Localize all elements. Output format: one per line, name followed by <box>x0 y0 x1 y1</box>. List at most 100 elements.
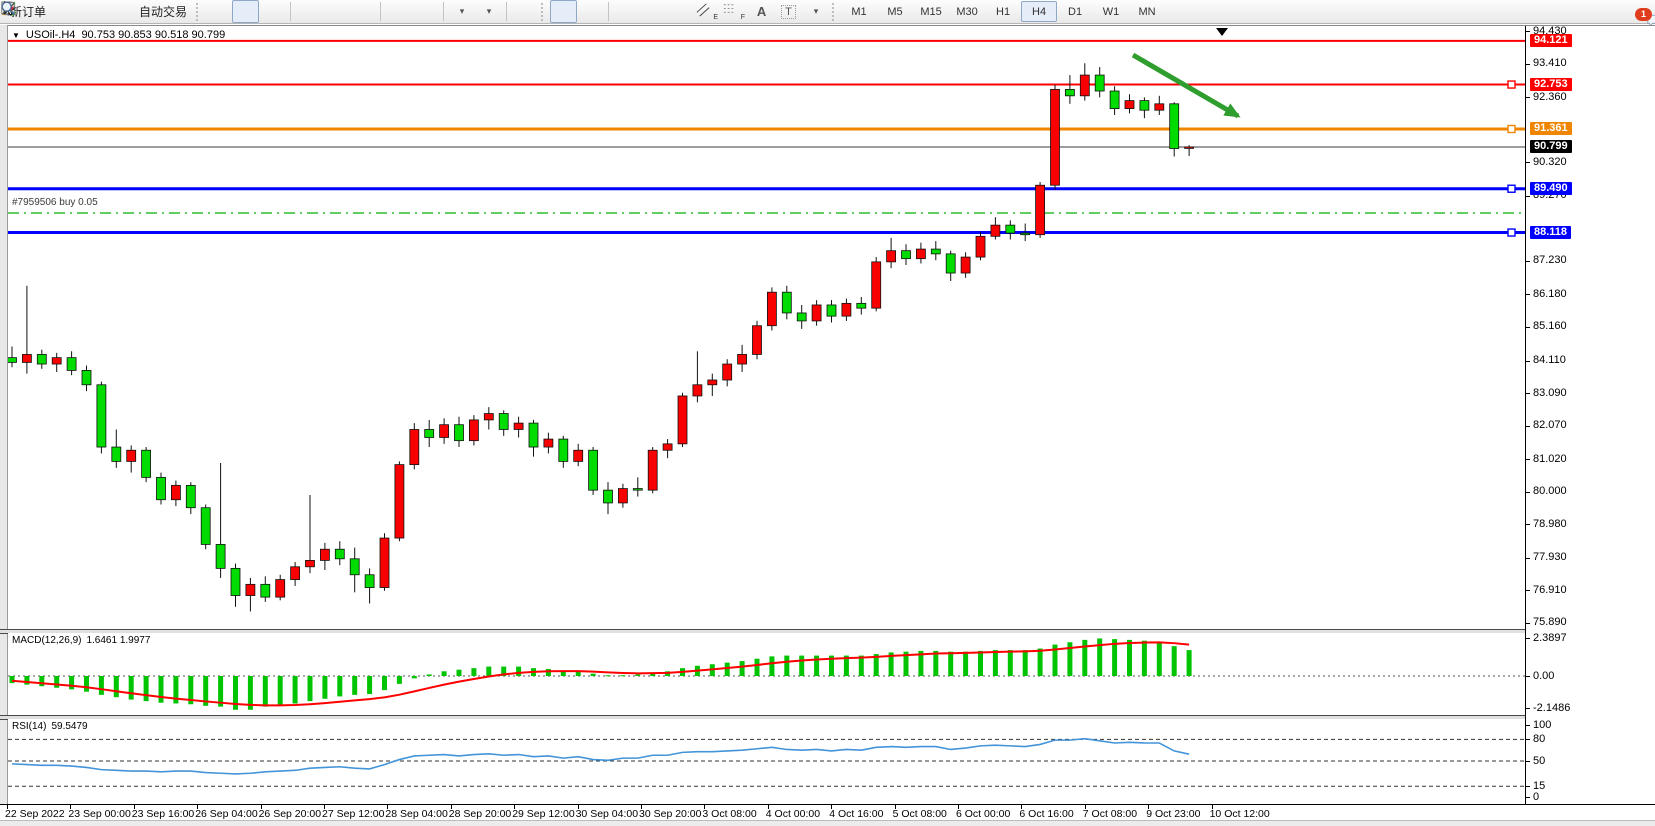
price-tick <box>1526 195 1530 197</box>
time-axis[interactable]: 22 Sep 2022 23 Sep 00:00 23 Sep 16:00 26 Se… <box>0 805 1655 820</box>
chart-frame-border <box>0 25 1655 26</box>
time-tick <box>577 805 579 809</box>
time-tick <box>514 805 516 809</box>
price-tick <box>1526 97 1530 99</box>
price-level-tag: 94.121 <box>1530 34 1572 48</box>
time-tick-label: 30 Sep 04:00 <box>575 808 639 820</box>
arrows-caret-icon[interactable]: ▾ <box>813 6 819 16</box>
rsi-tick <box>1526 786 1530 787</box>
time-tick-label: 5 Oct 08:00 <box>892 808 947 820</box>
cursor-button[interactable] <box>4 0 578 23</box>
timeframe-mn[interactable]: MN <box>1138 5 1156 18</box>
horizontal-line-tool-button[interactable] <box>1 0 667 23</box>
price-tick-label: 81.020 <box>1533 452 1567 465</box>
time-tick <box>70 805 72 809</box>
time-tick <box>767 805 769 809</box>
add-indicator-button[interactable]: ▾ <box>1 0 475 23</box>
price-tick <box>1526 31 1530 32</box>
trendline-tool-button[interactable] <box>2 0 694 23</box>
tile-windows-button[interactable] <box>1 0 376 23</box>
price-axis[interactable]: 94.430 93.410 92.360 90.320 89.270 87.230 86.1… <box>1526 24 1655 804</box>
open-position-label: #7959506 buy 0.05 <box>12 197 98 208</box>
rsi-pane[interactable]: RSI(14) 59.5479 <box>8 719 1525 803</box>
rsi-tick-label: 0 <box>1533 790 1540 803</box>
crosshair-button[interactable] <box>1 0 604 23</box>
time-tick-label: 4 Oct 16:00 <box>829 808 884 820</box>
toolbar-separator <box>443 2 445 21</box>
time-tick <box>324 805 325 809</box>
price-tick-label: 94.430 <box>1533 24 1567 37</box>
price-level-tag: 89.490 <box>1530 182 1572 196</box>
timeframe-d1[interactable]: D1 <box>1068 5 1083 18</box>
price-tick-label: 78.980 <box>1533 517 1567 530</box>
macd-pane[interactable]: MACD(12,26,9) 1.6461 1.9977 <box>8 633 1525 716</box>
time-tick-label: 26 Sep 20:00 <box>258 808 322 820</box>
time-tick-label: 10 Oct 12:00 <box>1209 808 1270 820</box>
fibonacci-icon <box>723 4 735 13</box>
chart-shift-button[interactable] <box>1 0 439 23</box>
zoom-out-button[interactable] <box>1 0 349 23</box>
bar-chart-type-button[interactable] <box>3 0 232 23</box>
rsi-tick <box>1526 761 1530 762</box>
period-caret-icon[interactable]: ▾ <box>486 6 492 16</box>
gold-ingot-icon[interactable] <box>1 0 79 23</box>
new-order-button[interactable]: 新订单 <box>4 0 52 23</box>
signal-icon[interactable] <box>2 0 133 23</box>
period-button[interactable]: ▾ <box>1 0 502 23</box>
timeframe-h1[interactable]: H1 <box>996 5 1011 18</box>
time-tick-label: 26 Sep 04:00 <box>195 808 258 820</box>
market-watch-icon[interactable] <box>2 0 106 23</box>
main-chart-canvas[interactable]: ▼ USOil-.H4 90.753 90.853 90.518 90.799 … <box>8 26 1525 630</box>
timeframe-m1[interactable]: M1 <box>851 5 867 18</box>
price-tick <box>1526 294 1530 296</box>
time-tick-label: 6 Oct 16:00 <box>1019 808 1074 820</box>
macd-tick <box>1526 638 1530 639</box>
time-tick <box>641 805 642 809</box>
candlestick-type-button[interactable] <box>2 0 260 23</box>
auto-trading-label: 自动交易 <box>139 5 188 19</box>
time-tick-label: 23 Sep 16:00 <box>131 808 195 820</box>
text-tool-button[interactable]: A <box>748 0 775 23</box>
text-label-tool-button[interactable]: T <box>775 0 802 23</box>
channel-tool-button[interactable]: E <box>694 0 721 23</box>
time-tick <box>7 805 8 809</box>
text-tool-icon: A <box>756 4 767 19</box>
timeframe-m15[interactable]: M15 <box>920 5 942 18</box>
rsi-chart <box>8 737 1525 787</box>
auto-trading-button[interactable]: 自动交易 <box>1 0 193 23</box>
arrows-tool-button[interactable]: ▾ <box>2 0 829 23</box>
rsi-tick-label: 100 <box>1533 718 1552 731</box>
line-chart-type-button[interactable] <box>1 0 286 23</box>
vertical-line-tool-button[interactable] <box>7 0 640 23</box>
price-tick <box>1526 360 1530 362</box>
timeframe-m5[interactable]: M5 <box>887 5 903 18</box>
zoom-in-button[interactable] <box>1 0 322 23</box>
rsi-tick <box>1526 725 1530 726</box>
time-tick-label: 28 Sep 20:00 <box>448 808 512 820</box>
price-tick-label: 85.160 <box>1533 320 1567 333</box>
price-level-tag: 88.118 <box>1530 226 1572 240</box>
toolbar-separator <box>290 2 292 21</box>
timeframe-w1[interactable]: W1 <box>1102 5 1120 18</box>
symbol-dropdown-icon[interactable]: ▼ <box>12 30 20 40</box>
rsi-tick-label: 80 <box>1533 732 1546 745</box>
new-order-label: 新订单 <box>10 5 47 19</box>
price-tick <box>1526 491 1530 493</box>
toolbar-grip <box>541 2 547 21</box>
add-indicator-caret-icon[interactable]: ▾ <box>459 6 465 16</box>
time-tick-label: 9 Oct 23:00 <box>1146 808 1201 820</box>
timeframe-m30[interactable]: M30 <box>956 5 978 18</box>
window-bottom-edge <box>0 820 1655 826</box>
search-icon[interactable] <box>0 0 16 16</box>
time-tick <box>1021 805 1023 809</box>
time-tick <box>133 805 135 809</box>
auto-scroll-button[interactable] <box>1 0 412 23</box>
time-tick <box>894 805 896 809</box>
price-tick <box>1526 590 1530 592</box>
fibonacci-tool-button[interactable]: F <box>721 0 748 23</box>
price-tick-label: 77.930 <box>1533 551 1567 564</box>
timeframe-h4[interactable]: H4 <box>1021 1 1058 22</box>
time-tick <box>387 805 389 809</box>
toolbar-grip <box>832 2 838 21</box>
template-button[interactable] <box>1 0 538 23</box>
